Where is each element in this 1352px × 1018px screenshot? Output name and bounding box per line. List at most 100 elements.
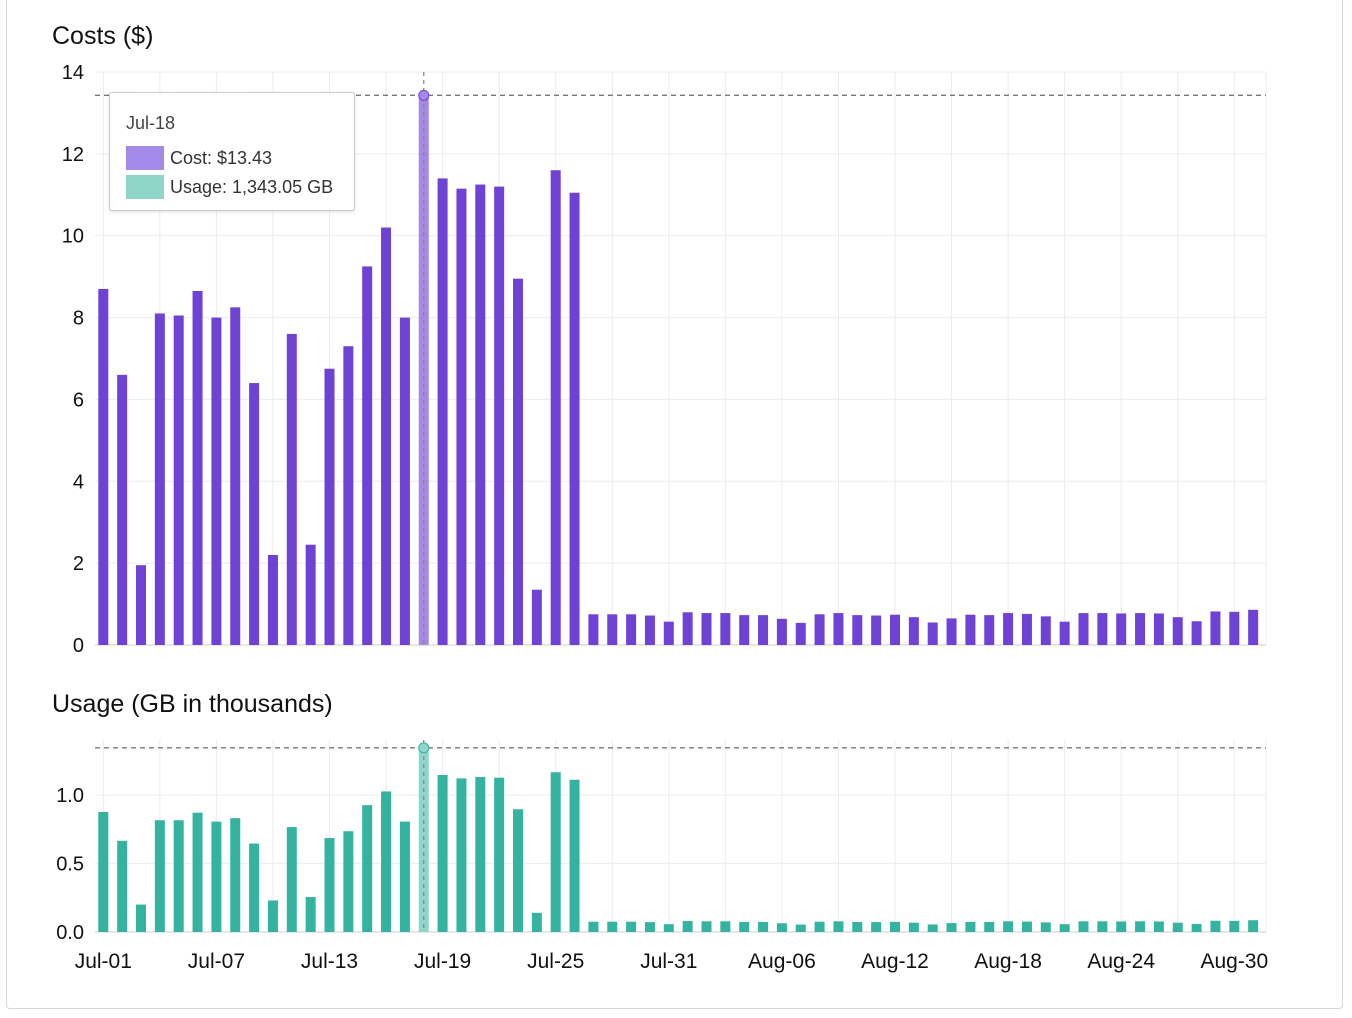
usage-bar xyxy=(984,921,995,932)
cost-bar xyxy=(531,589,542,645)
usage-bar xyxy=(249,843,260,932)
usage-hover-point xyxy=(418,742,430,754)
usage-bar xyxy=(795,924,806,932)
usage-x-tick-label: Jul-25 xyxy=(527,950,584,973)
usage-bar xyxy=(701,921,712,932)
usage-bar xyxy=(1248,920,1259,932)
usage-bar xyxy=(946,923,957,932)
cost-bar xyxy=(249,383,260,645)
usage-bar xyxy=(192,812,203,932)
usage-bar xyxy=(305,897,316,932)
usage-bar xyxy=(607,921,618,932)
usage-bar xyxy=(136,904,146,932)
usage-bar xyxy=(399,821,410,932)
cost-bar xyxy=(720,613,731,645)
usage-x-tick-label: Jul-01 xyxy=(75,950,132,973)
usage-bar xyxy=(1097,921,1108,932)
cost-bar xyxy=(1248,609,1259,645)
cost-bar xyxy=(890,614,900,645)
cost-bar xyxy=(211,317,222,645)
usage-x-tick-label: Aug-24 xyxy=(1087,950,1155,973)
cost-bar xyxy=(1059,621,1070,645)
usage-bar xyxy=(531,912,542,932)
usage-bar xyxy=(927,924,938,932)
cost-bar xyxy=(399,317,410,645)
cost-y-tick-label: 2 xyxy=(73,553,84,575)
cost-y-tick-label: 14 xyxy=(62,62,84,84)
cost-bar xyxy=(814,614,825,645)
cost-bar xyxy=(607,614,618,645)
cost-bar xyxy=(1210,611,1221,645)
cost-swatch xyxy=(126,146,164,170)
usage-bar xyxy=(173,820,184,932)
cost-bar xyxy=(833,613,844,645)
usage-bar xyxy=(211,821,222,932)
costs-chart-title: Costs ($) xyxy=(52,22,154,50)
cost-bar xyxy=(795,622,806,645)
cost-bar xyxy=(324,368,335,645)
usage-bar xyxy=(437,774,448,932)
cost-bar xyxy=(588,614,599,645)
cost-bar xyxy=(381,227,392,645)
usage-bar xyxy=(644,922,655,932)
cost-bar xyxy=(1097,613,1108,645)
cost-bar xyxy=(456,188,467,645)
cost-bar xyxy=(1021,613,1032,645)
usage-bar xyxy=(550,772,561,932)
usage-bar xyxy=(663,924,674,932)
cost-bar xyxy=(644,615,655,645)
usage-bar xyxy=(776,923,787,932)
usage-bar xyxy=(833,921,844,932)
usage-chart-title: Usage (GB in thousands) xyxy=(52,690,333,718)
cost-bar xyxy=(1172,617,1183,645)
chart-tooltip: Jul-18 Cost: $13.43 Usage: 1,343.05 GB xyxy=(109,92,355,211)
usage-bar xyxy=(1021,921,1032,932)
cost-bar xyxy=(1191,621,1202,645)
cost-bar xyxy=(494,186,505,645)
usage-bar xyxy=(569,779,580,932)
usage-bar xyxy=(98,812,109,932)
usage-bar xyxy=(267,900,278,932)
usage-x-tick-label: Jul-31 xyxy=(640,950,697,973)
usage-x-tick-label: Aug-30 xyxy=(1200,950,1268,973)
usage-bar xyxy=(890,921,900,932)
cost-bar xyxy=(626,614,637,645)
cost-y-tick-label: 10 xyxy=(62,226,84,248)
cost-bar xyxy=(173,315,184,645)
usage-x-tick-label: Aug-06 xyxy=(748,950,816,973)
tooltip-usage-label: Usage: 1,343.05 GB xyxy=(170,176,334,197)
cost-bar xyxy=(286,333,297,645)
usage-x-tick-label: Jul-19 xyxy=(414,950,471,973)
usage-bar xyxy=(324,838,335,932)
cost-bar xyxy=(1040,616,1051,645)
usage-bar xyxy=(1172,922,1183,932)
usage-bar xyxy=(343,831,354,932)
usage-bar xyxy=(362,805,373,932)
usage-bar xyxy=(1059,924,1070,932)
usage-bar xyxy=(1040,922,1051,932)
cost-bar xyxy=(1135,613,1146,645)
usage-bar xyxy=(1078,921,1089,932)
cost-bar xyxy=(984,615,995,645)
usage-x-tick-label: Jul-07 xyxy=(188,950,245,973)
cost-bar xyxy=(1116,613,1127,645)
usage-x-tick-label: Aug-12 xyxy=(861,950,929,973)
usage-bar xyxy=(475,777,486,932)
cost-bar xyxy=(1003,613,1014,645)
cost-bar xyxy=(136,565,146,645)
cost-bar xyxy=(267,554,278,645)
cost-bar xyxy=(343,346,354,645)
cost-y-tick-label: 0 xyxy=(73,635,84,657)
usage-x-tick-label: Aug-18 xyxy=(974,950,1042,973)
tooltip-cost-row: Cost: $13.43 xyxy=(126,146,272,170)
cost-bar xyxy=(965,614,976,645)
cost-bar xyxy=(946,618,957,645)
usage-bar xyxy=(739,921,750,932)
tooltip-usage-row: Usage: 1,343.05 GB xyxy=(126,175,333,199)
usage-bar xyxy=(814,921,825,932)
usage-bar xyxy=(852,921,863,932)
usage-bar xyxy=(1003,921,1014,932)
cost-bar xyxy=(663,621,674,645)
usage-bar xyxy=(286,827,297,932)
